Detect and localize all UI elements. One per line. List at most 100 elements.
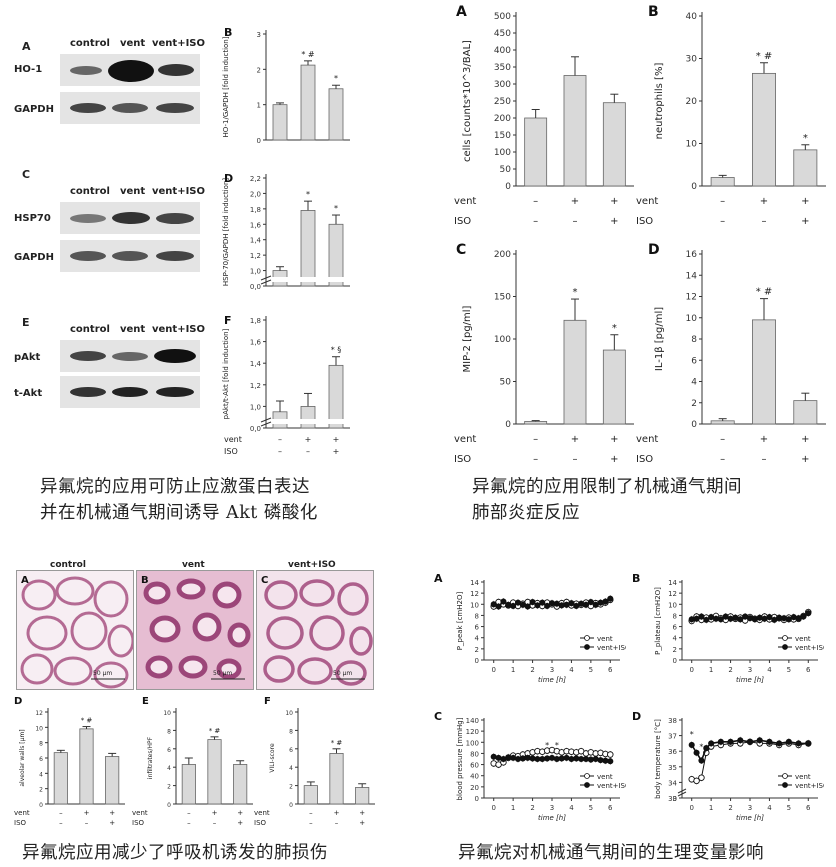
alveolus [264,580,298,610]
blot-row-ho1 [60,54,200,86]
bar [300,406,316,429]
bar [79,728,94,805]
x-tick-label: 5 [787,804,791,812]
axis-break [260,275,272,281]
bar [181,764,196,805]
blot-row-label-gapdh-a: GAPDH [14,104,54,115]
alveolus [178,655,208,679]
condition-sign: + [610,196,618,207]
data-point-vent-iso [524,603,531,610]
significance-label: * # [209,727,221,735]
y-tick-label: 50 [500,165,512,175]
significance-label: * [306,190,310,199]
data-point-vent-iso [500,598,507,605]
y-tick-label: 33 [668,795,677,803]
significance-label: * [334,74,338,83]
data-point-vent-iso [505,601,512,608]
y-tick-label: 2 [673,646,677,654]
histo-panel-letter: A [21,575,29,586]
data-point-vent [698,774,705,781]
scale-bar-label: 50 µm [93,670,112,677]
x-tick-label: 6 [806,666,811,674]
data-point-vent-iso [587,756,594,763]
y-tick-label: 4 [475,635,480,643]
data-point-vent-iso [578,600,585,607]
condition-sign: + [801,196,809,207]
y-tick-label: 35 [668,764,677,772]
panel-letter: F [264,696,271,707]
lane-label-vent: vent [120,186,146,197]
y-tick-label: 40 [470,773,479,781]
y-tick-label: 6 [167,747,171,754]
data-point-vent-iso [756,614,763,621]
y-tick-label: 2 [257,66,261,74]
bar-break-gap [300,277,316,282]
condition-sign: – [720,434,725,445]
condition-label: vent [636,196,658,207]
y-tick-label: 20 [470,784,479,792]
band [70,387,106,397]
y-tick-label: 8 [673,612,677,620]
data-point-vent-iso [722,613,729,620]
y-tick-label: 1,0 [250,268,261,276]
y-tick-label: 40 [686,12,698,22]
y-axis-label: blood pressure [mmHg] [456,717,464,800]
alveolus [93,661,129,689]
condition-sign: – [309,809,313,817]
condition-sign: + [212,809,218,817]
condition-label: vent [636,434,658,445]
x-tick-label: 3 [550,804,554,812]
alveolus [55,576,95,606]
y-tick-label: 0 [505,420,511,430]
blot-row-label-takt: t-Akt [14,388,43,399]
data-point-vent-iso [505,754,512,761]
data-point-vent-iso [771,616,778,623]
y-tick-label: 0 [39,802,43,809]
caption-q3: 异氟烷应用减少了呼吸机诱发的肺损伤 [22,843,328,863]
y-tick-label: 1,6 [250,339,262,347]
condition-sign: + [610,216,618,227]
alveolus [349,626,373,656]
y-tick-label: 14 [470,579,479,587]
data-point-vent-iso [800,613,807,620]
condition-sign: + [610,434,618,445]
bar [752,319,776,425]
legend-marker [782,773,788,779]
y-tick-label: 0 [289,802,293,809]
histology-image-control: A 50 µm [16,570,134,690]
condition-sign: + [571,434,579,445]
blot-row-hsp70 [60,202,200,234]
y-tick-label: 60 [470,762,479,770]
y-tick-label: 6 [673,624,678,632]
data-point-vent-iso [780,615,788,622]
band [156,251,194,261]
x-tick-label: 4 [569,666,574,674]
data-point-vent-iso [490,753,497,760]
y-tick-label: 6 [39,756,43,763]
lane-label-vent-iso: vent+ISO [152,324,206,335]
lane-label-vent-iso: vent+ISO [152,38,206,49]
y-axis-label: P_plateau [cmH2O] [654,587,662,655]
bar [602,102,626,187]
x-tick-label: 3 [748,666,752,674]
histo-label-vent: vent [182,560,205,570]
x-axis-label: time [h] [736,814,764,822]
significance-label: * [334,204,338,213]
bar-break-gap [328,419,344,424]
data-point-vent-iso [534,602,541,609]
y-tick-label: 0 [691,182,697,192]
band [112,251,148,261]
y-axis-label: HSP-70/GAPDH [fold induction] [222,178,230,286]
data-point-vent-iso [737,616,744,623]
data-point-vent-iso [563,754,570,761]
x-tick-label: 5 [589,666,593,674]
data-point-vent-iso [602,598,609,605]
data-point-vent-iso [553,755,560,763]
y-tick-label: 8 [475,612,479,620]
condition-sign: – [533,216,538,227]
condition-sign: – [720,196,725,207]
condition-sign: – [278,435,282,444]
panel-letter: E [142,696,149,707]
data-point-vent-iso [727,738,734,745]
y-tick-label: 10 [35,725,43,732]
